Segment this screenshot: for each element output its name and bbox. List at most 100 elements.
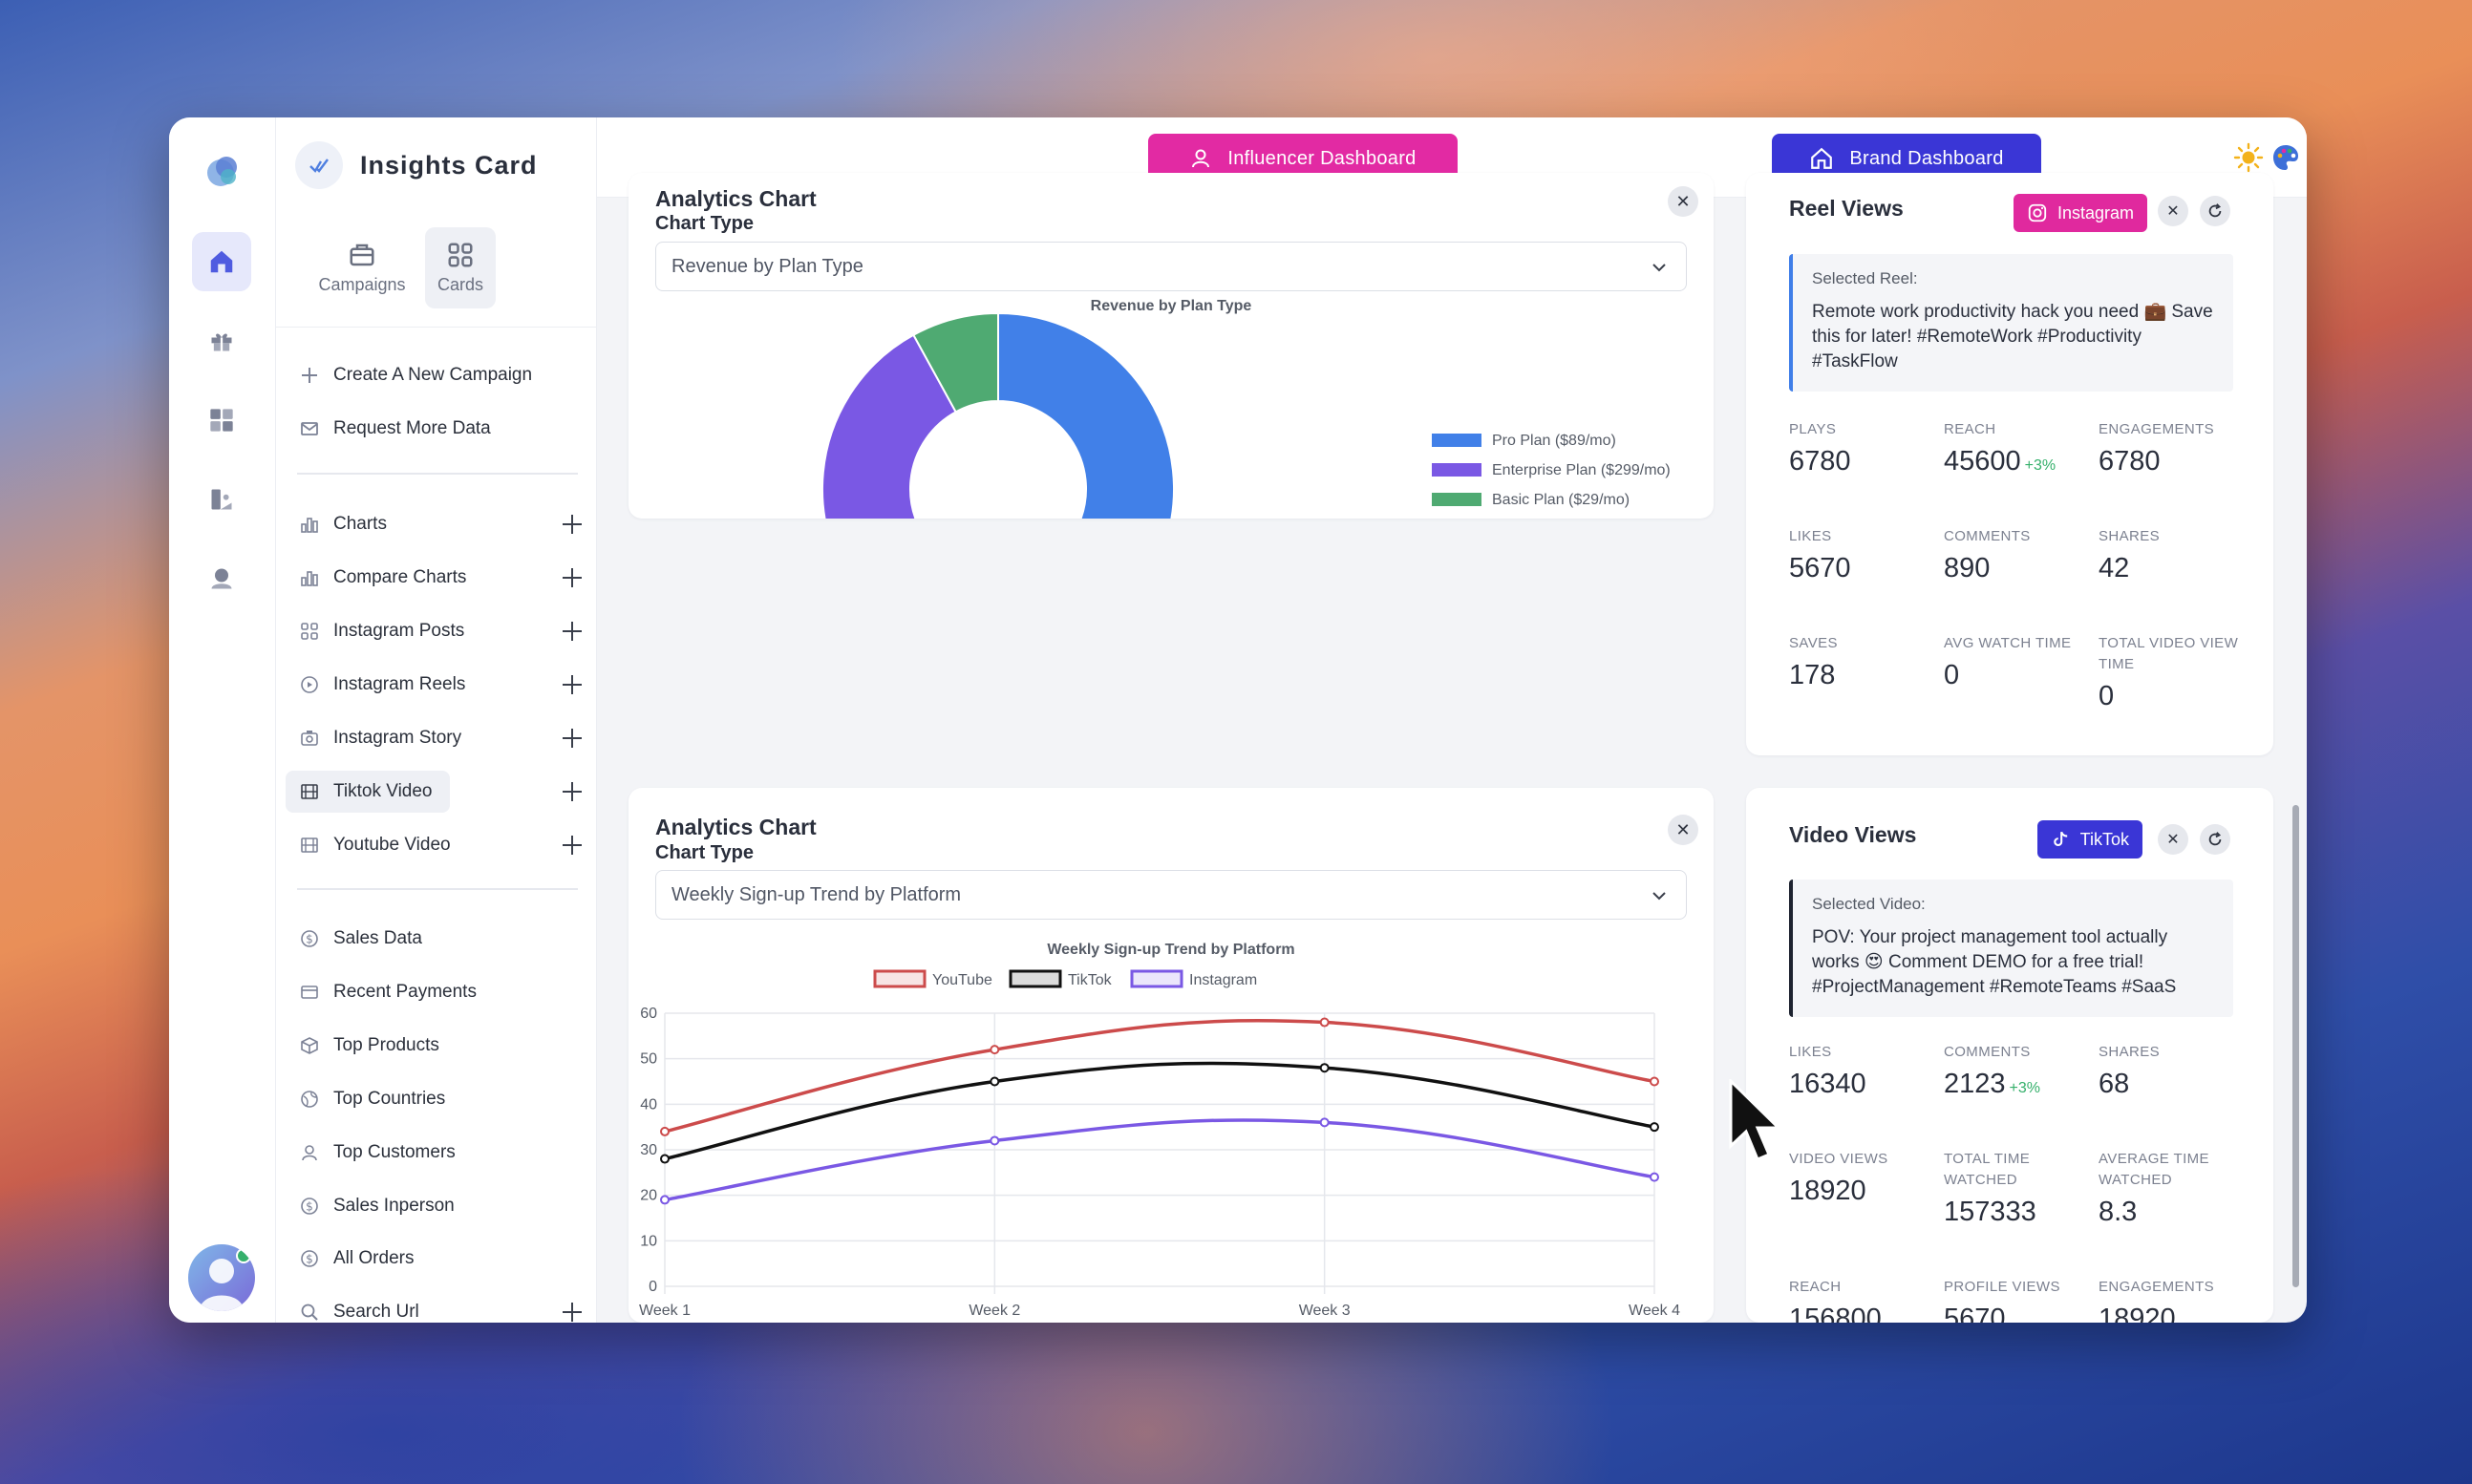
metric-value: 5670 [1789,553,1942,584]
film-icon [299,781,320,802]
bar-chart-icon [299,567,320,588]
sidebar-item-charts[interactable]: Charts [286,503,587,545]
create-campaign-item[interactable]: Create A New Campaign [286,354,587,396]
data-point[interactable] [990,1045,1000,1055]
pie-slice[interactable] [821,333,958,519]
sidebar-item-compare-charts[interactable]: Compare Charts [286,557,587,599]
sidebar-item-search-url[interactable]: Search Url [286,1291,587,1323]
menu-label: Youtube Video [333,835,451,855]
series-line [664,1118,1655,1202]
metric-value: 16340 [1789,1069,1942,1100]
data-point[interactable] [1650,1172,1659,1182]
metric-engagements: ENGAGEMENTS 18920 [2099,1277,2251,1323]
instagram-badge[interactable]: Instagram [2014,194,2147,232]
metric-number: 68 [2099,1069,2130,1099]
briefcase-icon [350,244,374,266]
data-point[interactable] [660,1126,670,1136]
metric-value: 2123 +3% [1944,1069,2097,1100]
metric-number: 42 [2099,553,2130,583]
instagram-icon [2028,203,2047,223]
chart-type-select[interactable]: Revenue by Plan Type [655,242,1687,291]
sidebar-item-recent-payments[interactable]: Recent Payments [286,971,587,1013]
sidebar-item-top-products[interactable]: Top Products [286,1025,587,1067]
pie-slice[interactable] [911,311,999,413]
metric-number: 8.3 [2099,1197,2138,1227]
close-icon[interactable]: ✕ [1668,815,1698,845]
metric-saves: SAVES 178 [1789,633,1942,691]
tab-cards[interactable]: Cards [425,227,496,308]
selected-reel-text: Remote work productivity hack you need 💼… [1812,302,2213,371]
tiktok-badge[interactable]: TikTok [2037,820,2142,859]
sidebar-item-sales-data[interactable]: $ Sales Data [286,918,587,960]
refresh-icon[interactable] [2200,824,2230,855]
platform-label: TikTok [2079,829,2129,849]
refresh-icon[interactable] [2200,196,2230,226]
app-logo[interactable] [202,150,244,192]
tab-campaigns-label: Campaigns [318,275,406,294]
scrollbar[interactable] [2292,805,2299,1287]
data-point[interactable] [660,1154,670,1164]
legend-swatch [1432,493,1481,506]
sidebar-item-instagram-reels[interactable]: Instagram Reels [286,664,587,706]
credit-card-icon [299,982,320,1003]
selected-video: Selected Video: POV: Your project manage… [1789,880,2233,1017]
sidebar-item-sales-inperson[interactable]: $ Sales Inperson [286,1185,587,1227]
close-icon[interactable]: ✕ [2158,824,2188,855]
tab-cards-label: Cards [437,275,483,294]
add-icon[interactable] [559,671,586,698]
request-data-item[interactable]: Request More Data [286,408,587,450]
sidebar-item-tiktok-video[interactable]: Tiktok Video [286,771,587,813]
data-point[interactable] [1650,1122,1659,1133]
add-icon[interactable] [559,618,586,645]
metric-number: 178 [1789,660,1836,690]
reports-icon[interactable] [192,470,251,529]
menu-label: Top Countries [333,1089,446,1109]
metric-number: 16340 [1789,1069,1866,1099]
card-title: Analytics Chart [655,815,817,839]
metric-label: COMMENTS [1944,528,2031,544]
home-icon[interactable] [192,232,251,291]
palette-icon[interactable] [2270,142,2301,173]
close-icon[interactable]: ✕ [1668,186,1698,217]
data-point[interactable] [1319,1117,1330,1128]
add-icon[interactable] [559,1299,586,1323]
card-title: Analytics Chart [655,186,817,211]
sidebar-item-instagram-posts[interactable]: Instagram Posts [286,610,587,652]
metric-plays: PLAYS 6780 [1789,419,1942,477]
metric-value: 18920 [2099,1304,2251,1323]
close-icon[interactable]: ✕ [2158,196,2188,226]
sun-icon[interactable] [2233,142,2264,173]
data-point[interactable] [990,1135,1000,1146]
data-point[interactable] [1319,1017,1330,1028]
menu-label: Instagram Story [333,728,462,748]
data-point[interactable] [1319,1063,1330,1073]
add-icon[interactable] [559,778,586,805]
chart-type-select[interactable]: Weekly Sign-up Trend by Platform [655,870,1687,920]
metric-number: 5670 [1789,553,1851,583]
add-icon[interactable] [559,564,586,591]
tab-campaigns[interactable]: Campaigns [314,227,410,308]
menu-label: Create A New Campaign [333,365,533,385]
sidebar-item-instagram-story[interactable]: Instagram Story [286,717,587,759]
pie-slice[interactable] [886,311,1175,519]
metric-number: 6780 [1789,446,1851,477]
series-line [664,1019,1655,1134]
sidebar-item-youtube-video[interactable]: Youtube Video [286,824,587,866]
dashboard-grid-icon[interactable] [192,391,251,450]
sidebar-item-top-countries[interactable]: Top Countries [286,1078,587,1120]
data-point[interactable] [1650,1076,1659,1087]
add-icon[interactable] [559,511,586,538]
user-avatar[interactable] [188,1244,255,1311]
users-icon[interactable] [192,549,251,608]
add-icon[interactable] [559,725,586,752]
card-title: Video Views [1789,822,1917,847]
sidebar-item-all-orders[interactable]: $ All Orders [286,1238,587,1280]
legend-swatch [1432,434,1481,447]
sidebar-item-top-customers[interactable]: Top Customers [286,1132,587,1174]
add-icon[interactable] [559,832,586,859]
data-point[interactable] [660,1195,670,1205]
metric-number: 890 [1944,553,1991,583]
data-point[interactable] [990,1076,1000,1087]
dollar-icon: $ [299,1248,320,1269]
gift-icon[interactable] [192,311,251,371]
